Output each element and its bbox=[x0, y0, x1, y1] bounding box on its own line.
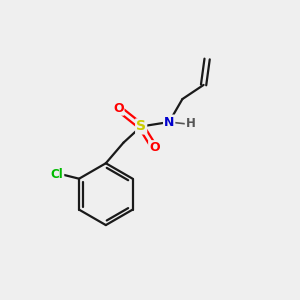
Text: O: O bbox=[149, 141, 160, 154]
Text: Cl: Cl bbox=[51, 168, 63, 181]
Text: N: N bbox=[164, 116, 174, 128]
Text: S: S bbox=[136, 119, 146, 134]
Text: O: O bbox=[113, 102, 124, 115]
Text: H: H bbox=[186, 117, 196, 130]
